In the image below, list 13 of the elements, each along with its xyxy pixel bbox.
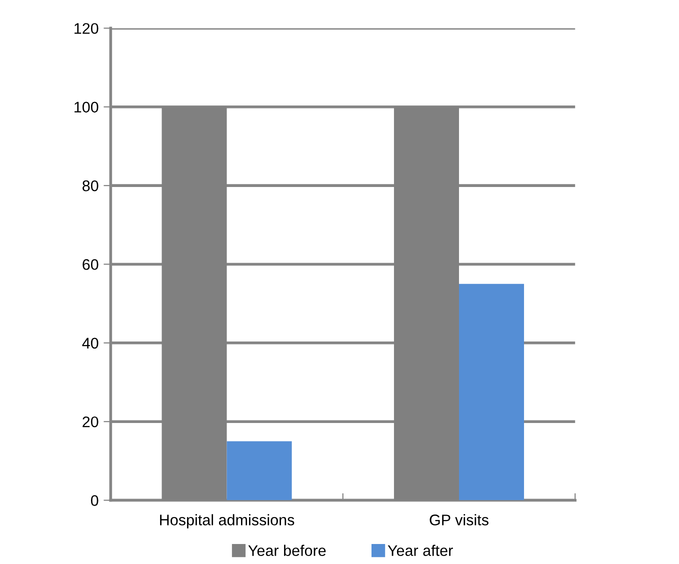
y-tick-label: 0	[90, 495, 98, 506]
x-tick-label: GP visits	[430, 514, 488, 526]
bar	[226, 441, 292, 500]
bar	[459, 284, 524, 500]
y-tick-label: 100	[74, 102, 98, 113]
legend-label: Year before	[248, 544, 326, 556]
y-tick-label: 20	[82, 416, 98, 428]
y-tick-label: 120	[74, 23, 98, 34]
y-tick-label: 40	[82, 338, 98, 349]
y-tick-label: 80	[82, 180, 98, 192]
x-tick-label: Hospital admissions	[160, 514, 294, 528]
legend-label: Year after	[388, 544, 453, 556]
y-tick-label: 60	[82, 259, 98, 270]
